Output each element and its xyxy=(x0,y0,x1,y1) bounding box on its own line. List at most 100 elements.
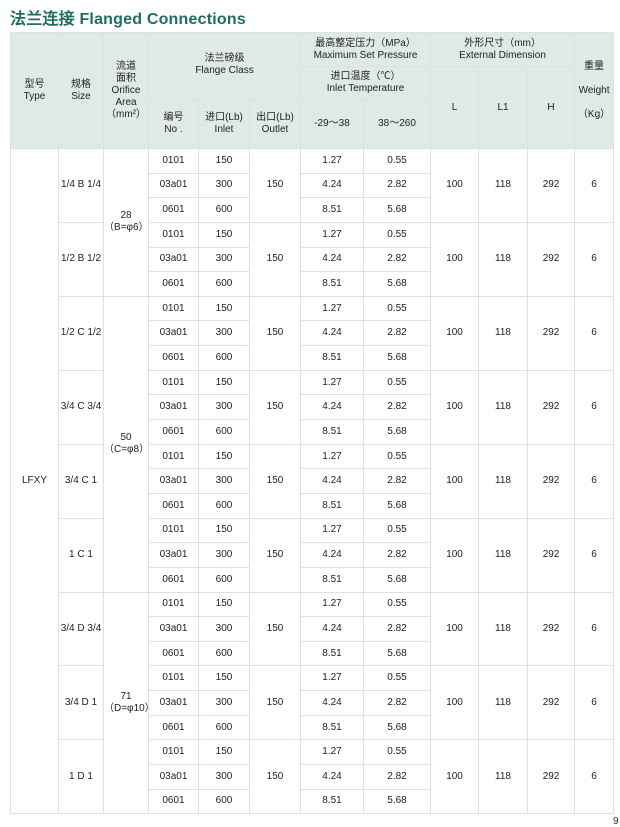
dim-L-cell: 100 xyxy=(430,517,480,593)
outlet-cell: 150 xyxy=(248,665,302,741)
weight-cell: 6 xyxy=(574,591,615,667)
table-row: 0601 600 8.51 5.68 xyxy=(11,345,614,371)
inlet-cell: 300 xyxy=(198,320,250,347)
pressure-low-cell: 8.51 xyxy=(300,566,365,593)
pressure-high-cell: 2.82 xyxy=(363,616,432,642)
outlet-cell: 150 xyxy=(248,148,302,223)
pressure-low-cell: 4.24 xyxy=(300,690,365,716)
pressure-high-cell: 5.68 xyxy=(363,419,432,445)
outlet-cell: 150 xyxy=(248,369,302,445)
inlet-cell: 600 xyxy=(198,197,250,223)
pressure-low-cell: 1.27 xyxy=(300,739,365,766)
inlet-cell: 600 xyxy=(198,419,250,445)
dim-H-cell: 292 xyxy=(527,221,576,297)
outlet-cell: 150 xyxy=(248,295,302,371)
pressure-high-cell: 5.68 xyxy=(363,640,432,667)
table-body: LFXY 1/4 B 1/4 28 （B=φ6） 0101 150 150 1.27 0.55 1… xyxy=(10,147,615,815)
weight-cell: 6 xyxy=(574,739,615,815)
class-no-cell: 0101 xyxy=(148,221,199,248)
dim-L1-cell: 118 xyxy=(478,739,529,815)
inlet-cell: 150 xyxy=(198,295,250,322)
pressure-low-cell: 8.51 xyxy=(300,197,365,223)
weight-cell: 6 xyxy=(574,517,615,593)
header-L1: L1 xyxy=(478,66,529,149)
dim-L1-cell: 118 xyxy=(478,443,529,519)
pressure-low-cell: 4.24 xyxy=(300,616,365,642)
header-flange-class: 法兰磅级 Flange Class xyxy=(147,32,302,100)
class-no-cell: 0101 xyxy=(148,295,199,322)
inlet-cell: 300 xyxy=(198,172,250,199)
table-row: 1/2 B 1/2 0101 150 150 1.27 0.55 100 118 292 6 xyxy=(11,221,615,297)
pressure-high-cell: 0.55 xyxy=(363,665,432,692)
class-no-cell: 03a01 xyxy=(148,764,199,790)
dim-L1-cell: 118 xyxy=(478,517,529,593)
table-row: 1 D 1 0101 150 150 1.27 0.55 100 118 292 6 xyxy=(11,739,615,815)
pressure-high-cell: 2.82 xyxy=(363,764,432,790)
size-cell: 3/4 D 1 xyxy=(58,665,104,741)
size-cell: 3/4 C 1 xyxy=(58,443,104,519)
inlet-cell: 300 xyxy=(198,690,250,716)
weight-cell: 6 xyxy=(574,443,615,519)
header-H: H xyxy=(527,66,576,149)
header-orifice-area: 流道 面积 Orifice Area （mm²） xyxy=(103,32,149,149)
class-no-cell: 03a01 xyxy=(148,394,199,421)
header-outlet: 出口(Lb) Outlet xyxy=(248,99,302,149)
pressure-low-cell: 1.27 xyxy=(300,295,365,322)
class-no-cell: 0601 xyxy=(148,492,199,519)
header-max-pressure: 最高整定压力（MPa） Maximum Set Pressure xyxy=(300,32,432,67)
dim-H-cell: 292 xyxy=(527,665,576,741)
pressure-high-cell: 0.55 xyxy=(363,443,432,470)
header-inlet: 进口(Lb) Inlet xyxy=(198,99,250,149)
class-no-cell: 0601 xyxy=(148,419,199,445)
dim-L-cell: 100 xyxy=(430,739,480,815)
pressure-high-cell: 0.55 xyxy=(363,369,432,396)
class-no-cell: 03a01 xyxy=(148,616,199,642)
table-row: 0601 600 8.51 5.68 xyxy=(11,640,614,667)
pressure-low-cell: 4.24 xyxy=(300,468,365,494)
table-row: 3/4 D 3/4 71 （D=φ10） 0101 150 150 1.27 0.55 100 1… xyxy=(11,591,615,815)
pressure-high-cell: 0.55 xyxy=(363,148,432,174)
dim-L-cell: 100 xyxy=(430,148,480,223)
pressure-low-cell: 4.24 xyxy=(300,246,365,273)
class-no-cell: 0101 xyxy=(148,739,199,766)
dim-L-cell: 100 xyxy=(430,295,480,371)
size-cell: 1/4 B 1/4 xyxy=(58,148,104,223)
table-row: 1 C 1 0101 150 150 1.27 0.55 100 118 292 6 xyxy=(11,517,615,593)
pressure-high-cell: 5.68 xyxy=(363,714,432,741)
orifice-area-cell: 50 （C=φ8） xyxy=(103,295,149,593)
pressure-low-cell: 4.24 xyxy=(300,320,365,347)
class-no-cell: 0101 xyxy=(148,517,199,544)
pressure-high-cell: 5.68 xyxy=(363,271,432,297)
class-no-cell: 03a01 xyxy=(148,320,199,347)
dim-H-cell: 292 xyxy=(527,739,576,815)
inlet-cell: 600 xyxy=(198,271,250,297)
pressure-low-cell: 8.51 xyxy=(300,714,365,741)
dim-L1-cell: 118 xyxy=(478,148,529,223)
class-no-cell: 0601 xyxy=(148,345,199,371)
class-no-cell: 03a01 xyxy=(148,172,199,199)
pressure-low-cell: 8.51 xyxy=(300,788,365,815)
class-no-cell: 0601 xyxy=(148,566,199,593)
inlet-cell: 600 xyxy=(198,788,250,815)
pressure-high-cell: 2.82 xyxy=(363,690,432,716)
header-temp-low: -29～38 xyxy=(300,99,365,149)
dim-H-cell: 292 xyxy=(527,443,576,519)
weight-cell: 6 xyxy=(574,665,615,741)
inlet-cell: 300 xyxy=(198,616,250,642)
pressure-low-cell: 8.51 xyxy=(300,345,365,371)
table-row: 03a01 300 4.24 2.82 xyxy=(11,690,614,716)
table-row: 0601 600 8.51 5.68 xyxy=(11,271,614,297)
pressure-high-cell: 5.68 xyxy=(363,492,432,519)
pressure-high-cell: 5.68 xyxy=(363,788,432,815)
pressure-low-cell: 4.24 xyxy=(300,764,365,790)
orifice-area-cell: 28 （B=φ6） xyxy=(103,148,149,297)
class-no-cell: 0601 xyxy=(148,197,199,223)
header-external-dimension: 外形尺寸（mm） External Dimension xyxy=(430,32,576,67)
size-cell: 1/2 B 1/2 xyxy=(58,221,104,297)
class-no-cell: 03a01 xyxy=(148,542,199,568)
inlet-cell: 300 xyxy=(198,394,250,421)
pressure-high-cell: 0.55 xyxy=(363,295,432,322)
class-no-cell: 0601 xyxy=(148,640,199,667)
inlet-cell: 150 xyxy=(198,221,250,248)
pressure-low-cell: 8.51 xyxy=(300,419,365,445)
